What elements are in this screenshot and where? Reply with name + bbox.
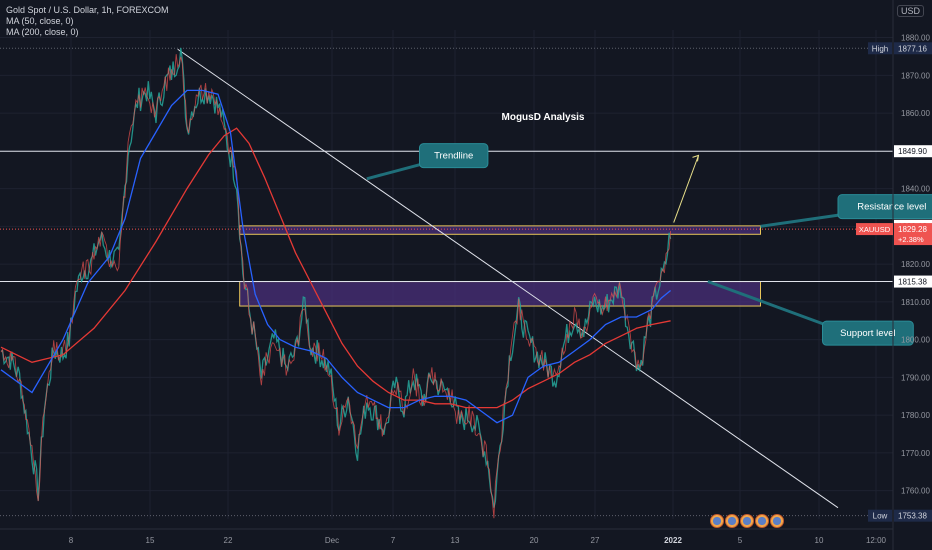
- price-value-text: 1815.38: [898, 278, 927, 287]
- y-tick-label: 1880.00: [901, 34, 930, 43]
- y-tick-label: 1770.00: [901, 449, 930, 458]
- price-series-down: [0, 54, 672, 519]
- trendline-drawing: [177, 48, 839, 509]
- callout-pointer: [707, 280, 828, 327]
- symbol-label: Gold Spot / U.S. Dollar, 1h, FOREXCOM: [6, 5, 169, 15]
- grid-lines: [0, 30, 893, 519]
- x-tick-label: 12:00: [866, 536, 887, 545]
- chart-title: MogusD Analysis: [502, 112, 585, 123]
- time-axis: 8 15 22 Dec 7 13 20 27 2022 5 10 12:00: [0, 528, 893, 545]
- price-zones: [239, 225, 761, 307]
- y-tick-label: 1800.00: [901, 336, 930, 345]
- ma50-line: [0, 89, 672, 424]
- callout-pointer: [760, 213, 843, 228]
- price-value-text: 1877.16: [898, 44, 927, 53]
- support-zone: [239, 281, 761, 307]
- symbol-tag: [856, 223, 893, 236]
- price-value-tag: [894, 42, 932, 55]
- price-change: +2.38%: [898, 235, 924, 244]
- event-flag-icon[interactable]: [770, 514, 784, 528]
- x-tick-label: 20: [530, 536, 539, 545]
- annotations: Trendline Resistance level Support level: [366, 143, 932, 346]
- price-value-text: 1849.90: [898, 147, 927, 156]
- price-label-text: High: [872, 44, 888, 53]
- price-value-tag: [894, 509, 932, 522]
- x-tick-label: 2022: [664, 536, 682, 545]
- current-price-value: 1829.28: [898, 225, 927, 234]
- chart-legend: Gold Spot / U.S. Dollar, 1h, FOREXCOM MA…: [6, 5, 169, 38]
- y-tick-label: 1790.00: [901, 373, 930, 382]
- currency-button[interactable]: USD: [896, 5, 924, 17]
- price-axis: 1760.00 1770.00 1780.00 1790.00 1800.00 1810.…: [856, 0, 932, 550]
- y-tick-label: 1780.00: [901, 411, 930, 420]
- x-tick-label: 10: [815, 536, 824, 545]
- callout-pointer: [366, 162, 424, 181]
- x-tick-label: 13: [451, 536, 460, 545]
- price-series: [0, 47, 672, 508]
- price-value-tag: [894, 275, 932, 288]
- event-icons: [710, 514, 784, 528]
- event-flag-icon[interactable]: [710, 514, 724, 528]
- x-tick-label: 15: [146, 536, 155, 545]
- callout-box: [419, 143, 489, 169]
- callout-text: Support level: [840, 328, 895, 339]
- price-value-text: 1753.38: [898, 512, 927, 521]
- y-tick-label: 1810.00: [901, 298, 930, 307]
- price-value-tag: [894, 145, 932, 158]
- callout-box: [837, 194, 932, 220]
- y-tick-label: 1820.00: [901, 260, 930, 269]
- y-tick-label: 1760.00: [901, 487, 930, 496]
- callout-text: Trendline: [434, 151, 473, 162]
- event-flag-icon[interactable]: [725, 514, 739, 528]
- price-label-text: Low: [873, 512, 888, 521]
- current-price-tag: [894, 223, 932, 246]
- y-tick-label: 1860.00: [901, 109, 930, 118]
- x-tick-label: 5: [738, 536, 743, 545]
- resistance-zone: [239, 225, 761, 235]
- event-flag-icon[interactable]: [740, 514, 754, 528]
- y-tick-label: 1840.00: [901, 185, 930, 194]
- symbol-tag-text: XAUUSD: [859, 225, 891, 234]
- x-tick-label: 7: [391, 536, 396, 545]
- trendline: [177, 48, 839, 509]
- ma200-legend: MA (200, close, 0): [6, 27, 79, 37]
- ma50-legend: MA (50, close, 0): [6, 16, 74, 26]
- projection-arrow: [673, 155, 699, 223]
- ma200-line: [0, 127, 671, 409]
- price-label-tag: [868, 42, 892, 55]
- y-tick-label: 1870.00: [901, 71, 930, 80]
- price-label-tag: [868, 509, 892, 522]
- callout-box: [822, 320, 914, 346]
- x-tick-label: 27: [591, 536, 600, 545]
- event-flag-icon[interactable]: [755, 514, 769, 528]
- x-tick-label: 22: [224, 536, 233, 545]
- x-tick-label: 8: [69, 536, 74, 545]
- arrow-head: [692, 154, 700, 162]
- x-tick-label: Dec: [325, 536, 339, 545]
- callout-text: Resistance level: [857, 202, 926, 213]
